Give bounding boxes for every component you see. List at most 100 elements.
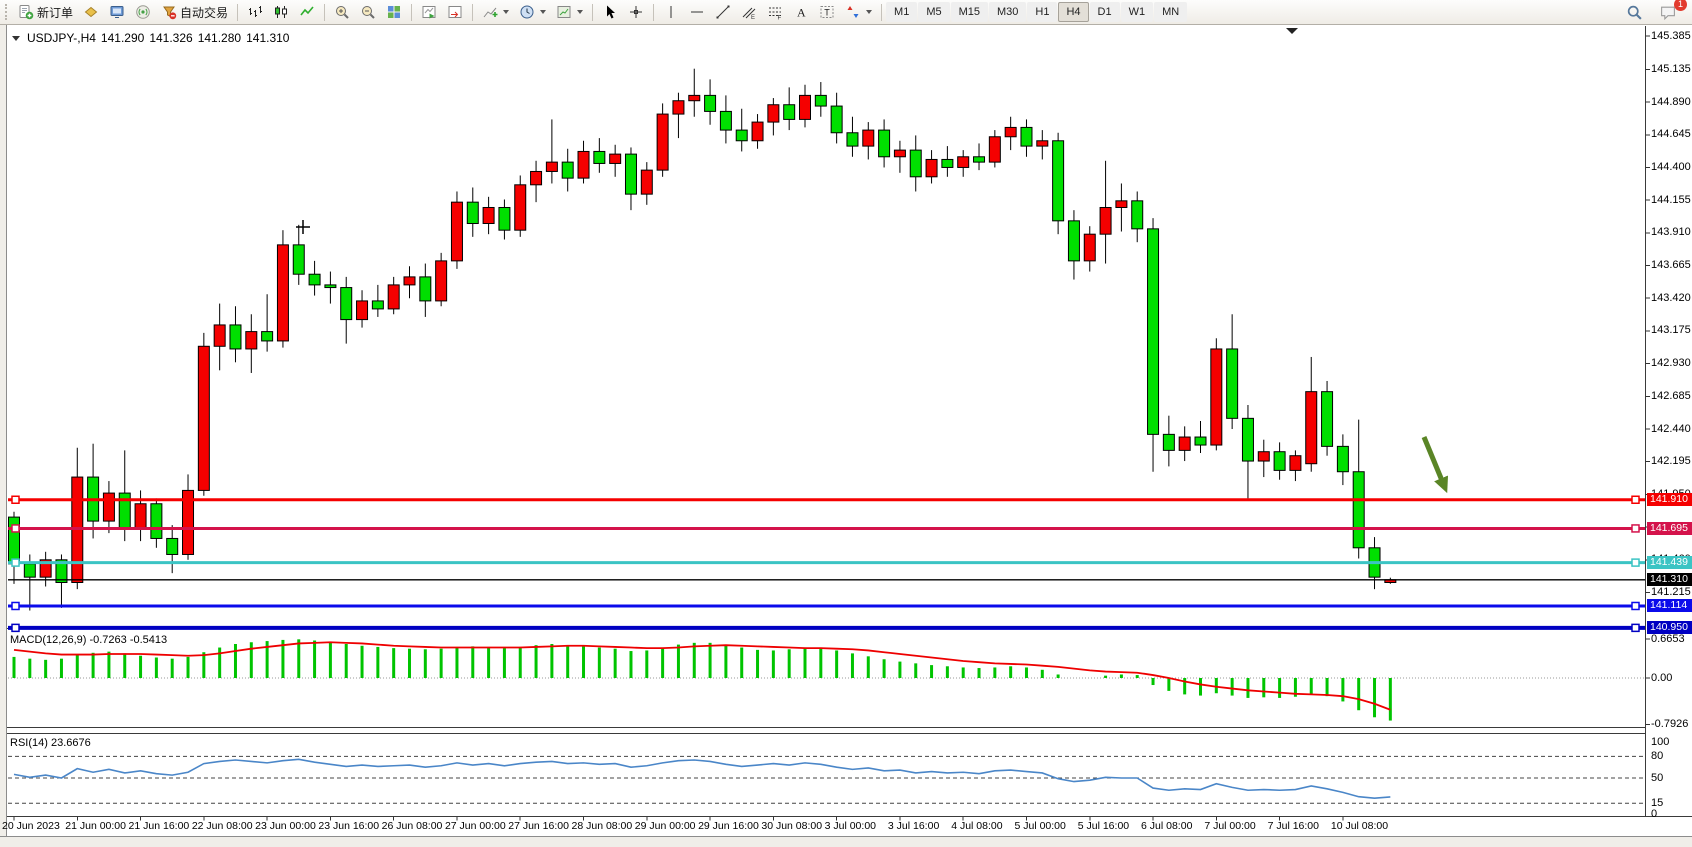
svg-text:A: A xyxy=(797,6,806,20)
candle-body xyxy=(941,158,954,168)
signals-icon xyxy=(136,5,150,19)
horizontal-line-icon xyxy=(691,11,704,13)
window-left-edge xyxy=(0,25,7,836)
line-handle[interactable] xyxy=(1631,601,1640,611)
cursor-button[interactable] xyxy=(597,2,623,23)
text-label-tool-button[interactable]: T xyxy=(814,2,840,23)
templates-button[interactable] xyxy=(551,2,588,23)
candle-body xyxy=(704,94,717,112)
line-handle[interactable] xyxy=(11,558,20,567)
candle-body xyxy=(356,300,369,321)
candle-body xyxy=(1257,451,1270,462)
toolbar-grip[interactable] xyxy=(5,4,10,20)
candle-body xyxy=(134,503,147,529)
chart-shift-icon xyxy=(448,6,462,18)
candle-body xyxy=(957,156,970,168)
candle-body xyxy=(1273,451,1286,471)
signals-button[interactable] xyxy=(130,2,156,23)
line-chart-button[interactable] xyxy=(294,2,320,23)
trendline-tool-button[interactable] xyxy=(710,2,736,23)
candle-body xyxy=(39,559,52,578)
timeframe-button-MN[interactable]: MN xyxy=(1154,2,1188,22)
text-tool-button[interactable]: A xyxy=(788,2,814,23)
tile-windows-button[interactable] xyxy=(381,2,407,23)
crosshair-icon xyxy=(630,6,643,18)
channel-tool-button[interactable]: E xyxy=(736,2,762,23)
terminal-button[interactable] xyxy=(104,2,130,23)
timeframe-button-D1[interactable]: D1 xyxy=(1089,2,1120,22)
candle-body xyxy=(577,150,590,179)
indicators-button[interactable] xyxy=(477,2,514,23)
editor-button[interactable] xyxy=(78,2,104,23)
timeframe-button-M30[interactable]: M30 xyxy=(989,2,1027,22)
line-handle[interactable] xyxy=(1631,524,1640,533)
timeframe-button-H4[interactable]: H4 xyxy=(1058,2,1089,22)
line-handle[interactable] xyxy=(1631,495,1640,505)
search-icon xyxy=(1627,5,1642,20)
line-handle[interactable] xyxy=(1631,623,1640,633)
candle-body xyxy=(1352,471,1365,549)
text-icon: A xyxy=(797,6,806,20)
macd-signal-line xyxy=(13,641,1391,711)
fibonacci-tool-button[interactable]: F xyxy=(762,2,788,23)
vertical-line-tool-button[interactable] xyxy=(658,2,684,23)
candle-body xyxy=(102,492,115,522)
bar-chart-button[interactable] xyxy=(242,2,268,23)
candlestick-chart-button[interactable] xyxy=(268,2,294,23)
horizontal-line-tool-button[interactable] xyxy=(684,2,710,23)
line-handle[interactable] xyxy=(11,524,20,533)
toolbar-right-group: 1 xyxy=(1621,0,1688,23)
chart-shift-marker[interactable] xyxy=(1286,28,1298,34)
drawn-arrow[interactable] xyxy=(1421,436,1449,494)
candle-body xyxy=(466,201,479,225)
line-handle[interactable] xyxy=(11,495,20,505)
main-toolbar: 新订单 自动交易 xyxy=(0,0,1692,25)
candle-body xyxy=(308,273,321,286)
svg-text:F: F xyxy=(778,16,782,21)
candle-body xyxy=(387,284,400,310)
candle-body xyxy=(482,206,495,225)
candle-body xyxy=(261,331,274,342)
candle-body xyxy=(229,324,242,350)
symbol-dropdown-icon[interactable] xyxy=(12,35,20,41)
autotrading-button[interactable]: 自动交易 xyxy=(156,2,233,23)
zoom-in-button[interactable] xyxy=(329,2,355,23)
candle-body xyxy=(656,113,669,171)
candle-body xyxy=(1004,126,1017,138)
periods-button[interactable] xyxy=(514,2,551,23)
candle-body xyxy=(150,503,163,539)
crosshair-button[interactable] xyxy=(623,2,649,23)
search-button[interactable] xyxy=(1621,2,1648,23)
text-label-icon: T xyxy=(820,6,834,18)
candle-body xyxy=(514,184,527,231)
line-handle[interactable] xyxy=(11,623,20,633)
toolbar-separator xyxy=(653,3,655,21)
drawn-cross[interactable] xyxy=(296,220,310,234)
candle-body xyxy=(609,153,622,164)
toolbar-separator xyxy=(237,3,239,21)
candle-body xyxy=(1115,200,1128,208)
auto-arrange-button[interactable] xyxy=(416,2,442,23)
candle-body xyxy=(1020,126,1033,147)
candle-body xyxy=(719,110,732,131)
line-handle[interactable] xyxy=(1631,558,1640,567)
chart-shift-button[interactable] xyxy=(442,2,468,23)
timeframe-button-M15[interactable]: M15 xyxy=(950,2,988,22)
autotrading-icon xyxy=(163,6,177,20)
timeframe-button-W1[interactable]: W1 xyxy=(1120,2,1154,22)
candle-body xyxy=(166,537,179,555)
candle-body xyxy=(197,345,210,491)
new-order-button[interactable]: 新订单 xyxy=(13,2,78,23)
timeframe-button-M1[interactable]: M1 xyxy=(886,2,918,22)
line-handle[interactable] xyxy=(11,601,20,611)
timeframe-button-H1[interactable]: H1 xyxy=(1027,2,1058,22)
timeframe-button-M5[interactable]: M5 xyxy=(918,2,950,22)
notifications-button[interactable]: 1 xyxy=(1654,0,1687,23)
candle-body xyxy=(245,331,258,350)
svg-text:T: T xyxy=(824,8,830,18)
candle-body xyxy=(1210,348,1223,446)
arrows-tool-button[interactable] xyxy=(840,2,877,23)
zoom-out-button[interactable] xyxy=(355,2,381,23)
candle-body xyxy=(8,516,20,565)
